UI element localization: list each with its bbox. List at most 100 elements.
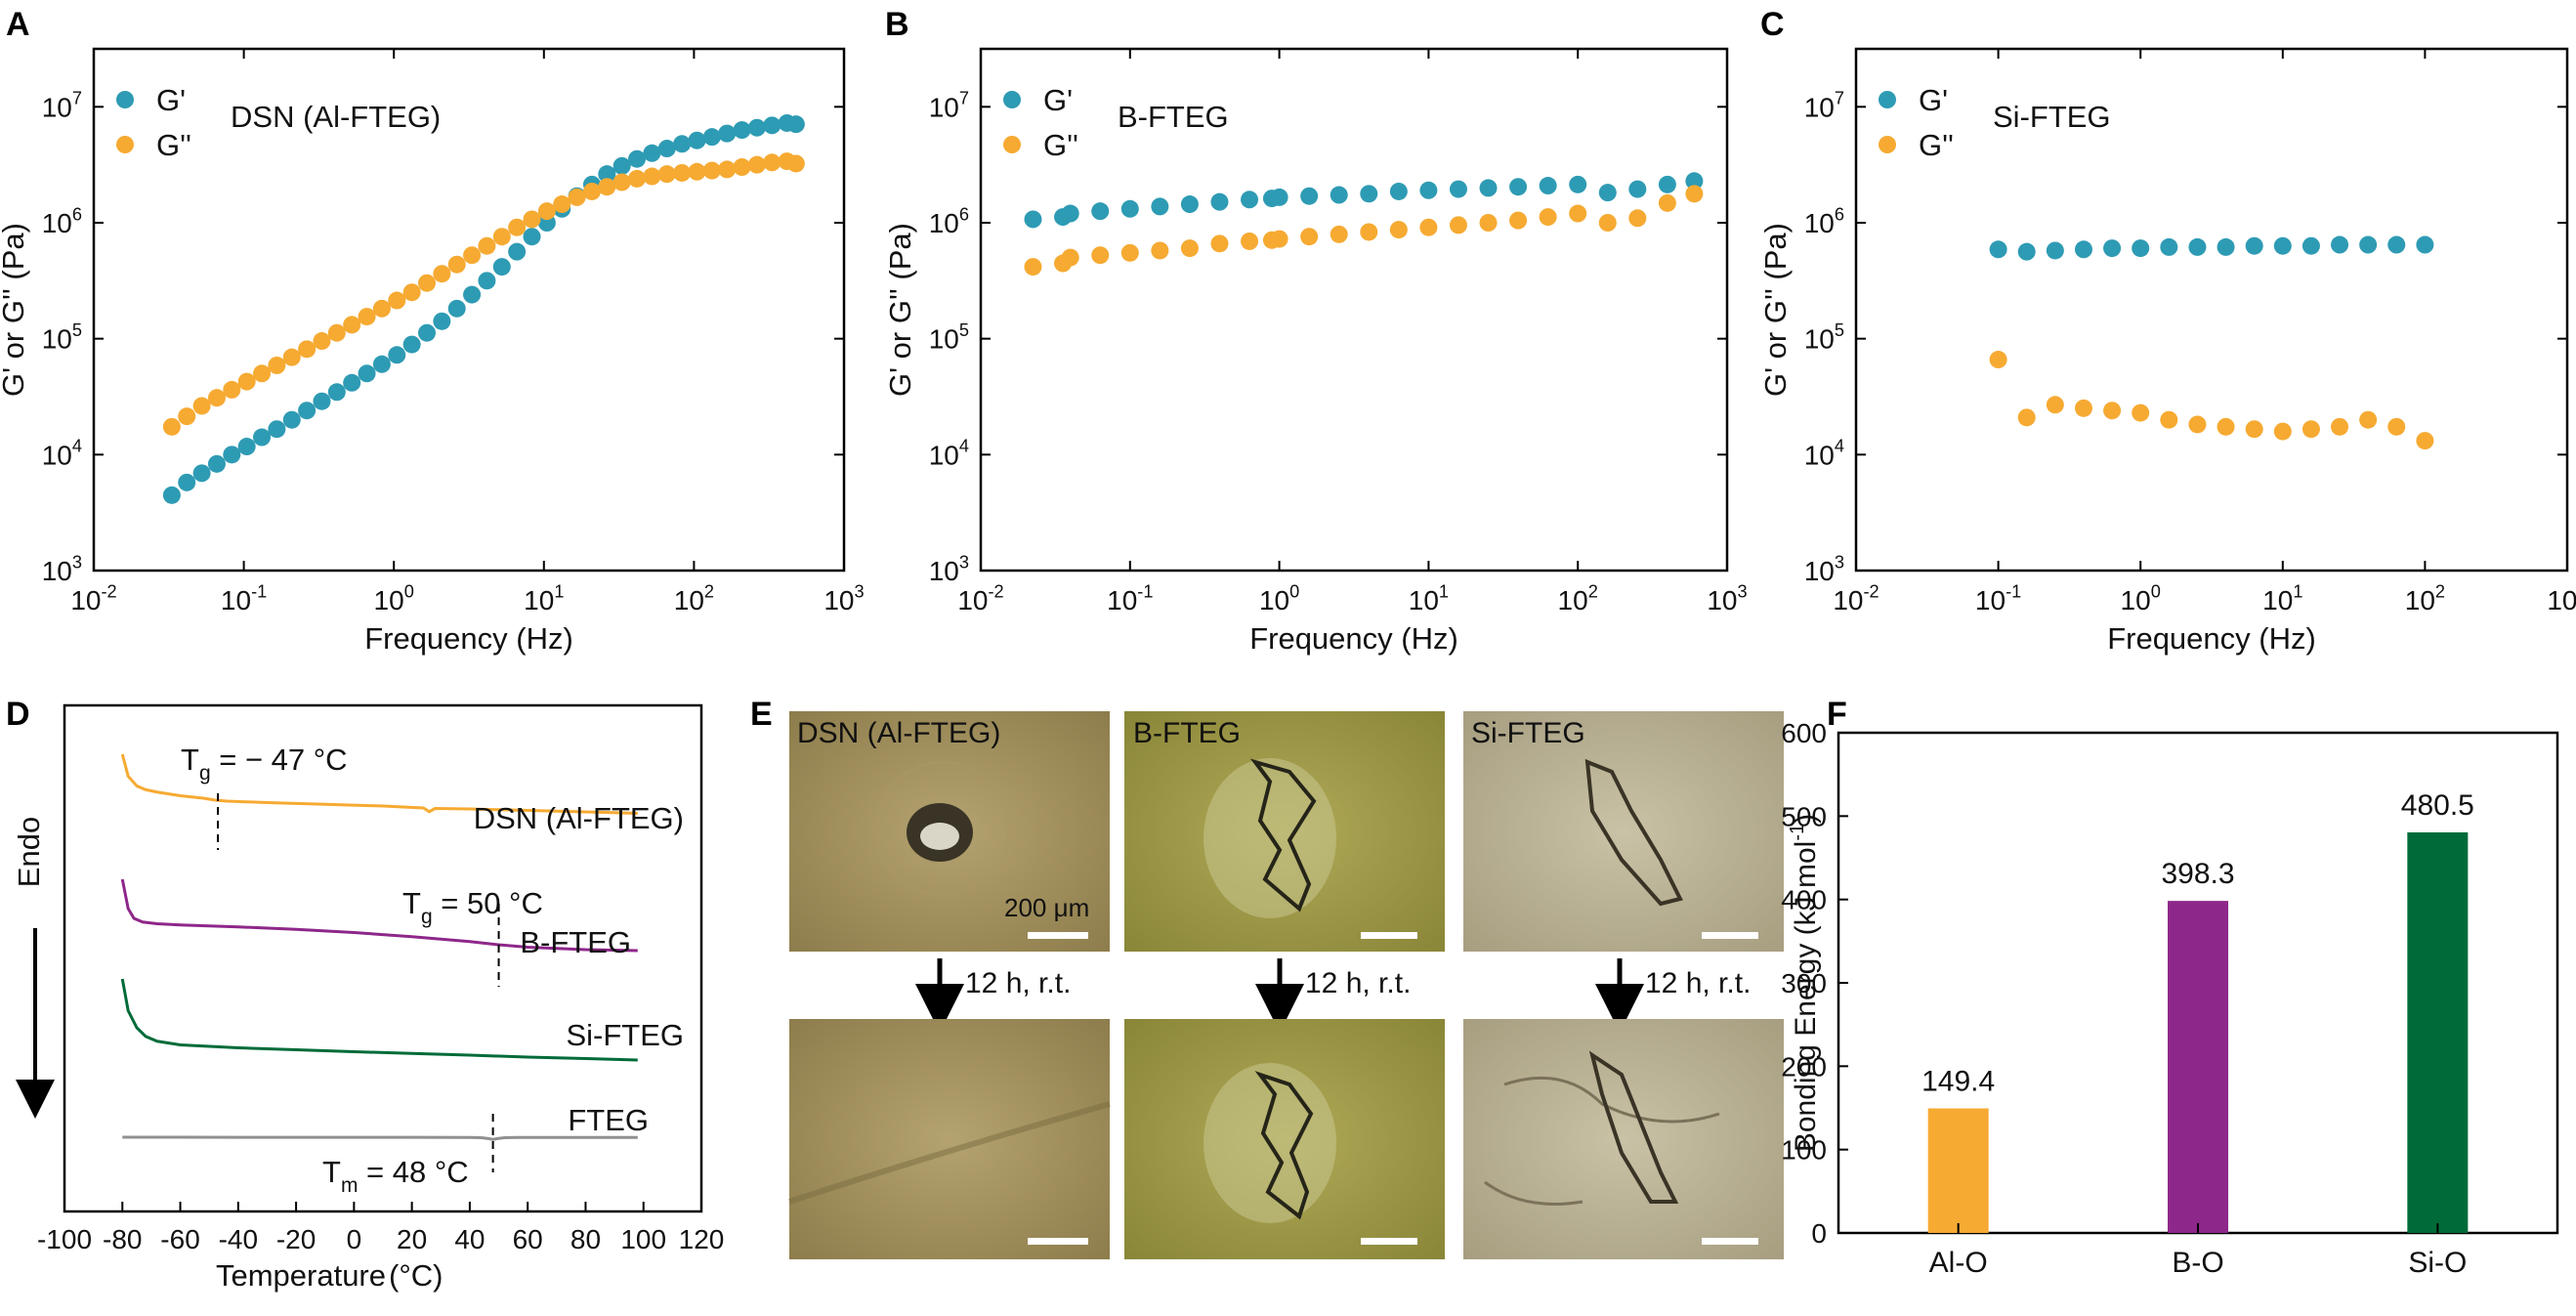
x-tick-label: 80 (570, 1224, 601, 1254)
g-double-prime-point (1360, 223, 1378, 241)
g-prime-point (702, 128, 721, 147)
g-prime-point (1180, 195, 1199, 214)
x-tick-label: 103 (2547, 581, 2576, 616)
panel-letter-e: E (750, 696, 773, 733)
g-prime-point (2103, 239, 2122, 258)
y-tick-label: 103 (929, 552, 969, 586)
x-tick-label: 40 (454, 1224, 485, 1254)
transition-annotation: Tg = 50 °C (402, 886, 543, 928)
g-prime-point (268, 420, 286, 439)
chart-b: 10-2 10-1 100 101 102 103 103 104 105 106 107 Frequ… (883, 47, 1748, 656)
g-prime-point (223, 446, 241, 464)
g-prime-point (598, 165, 616, 184)
chart-title: B-FTEG (1118, 100, 1229, 134)
g-double-prime-point (1479, 214, 1498, 232)
y-tick-label: 103 (1804, 552, 1844, 586)
g-prime-point (253, 428, 272, 446)
g-prime-point (657, 140, 676, 158)
x-tick-label: 100 (2121, 581, 2161, 616)
g-prime-point (1360, 185, 1378, 203)
g-prime-point (628, 149, 647, 168)
g-double-prime-point (733, 158, 751, 177)
g-double-prime-point (1419, 218, 1438, 236)
g-double-prime-point (1120, 243, 1139, 262)
g-double-prime-point (1180, 239, 1199, 258)
g-double-prime-point (192, 397, 211, 415)
transition-annotation: Tg = − 47 °C (181, 743, 348, 785)
g-double-prime-point (643, 167, 661, 186)
scale-bar (1361, 1238, 1417, 1245)
x-axis-label: Frequency (Hz) (1249, 621, 1458, 656)
x-tick-label: 102 (2405, 581, 2445, 616)
g-prime-point (402, 335, 421, 354)
g-double-prime-point (313, 332, 331, 351)
micrograph-si-before (1463, 711, 1784, 952)
g-prime-point (1389, 182, 1408, 200)
y-axis-label: Bonding Energy (kJ mol-1) (1787, 814, 1822, 1152)
x-tick-label: 10-1 (1975, 581, 2021, 616)
y-tick-label: 104 (42, 437, 82, 471)
g-double-prime-point (582, 182, 601, 200)
x-tick-label: 0 (347, 1224, 362, 1254)
g-double-prime-point (612, 173, 631, 191)
x-axis-label: Frequency (Hz) (364, 621, 573, 656)
healing-label: 12 h, r.t. (965, 967, 1071, 999)
g-prime-point (1685, 172, 1704, 191)
g-double-prime-point (702, 161, 721, 180)
x-tick-label: 10-2 (1833, 581, 1879, 616)
g-double-prime-point (372, 299, 391, 318)
x-tick-label: 120 (679, 1224, 725, 1254)
legend-g-prime: G' (156, 83, 186, 117)
chart-title: Si-FTEG (1993, 100, 2111, 134)
g-prime-point (2188, 237, 2207, 256)
y-tick-label: 106 (42, 204, 82, 238)
scale-bar-label: 200 μm (1004, 893, 1089, 922)
chart-c: 10-2 10-1 100 101 102 103 103 104 105 106 107 Frequ… (1758, 47, 2576, 656)
micrograph-title-si: Si-FTEG (1471, 717, 1585, 749)
chart-a: 10-2 10-1 100 101 102 103 103 104 105 106 107 Frequ… (0, 47, 865, 656)
dsc-curve-label: FTEG (568, 1103, 649, 1137)
y-tick-label: 300 (1781, 968, 1827, 998)
g-double-prime-point (268, 356, 286, 374)
g-prime-point (1091, 202, 1110, 221)
g-double-prime-point (1151, 241, 1169, 260)
x-tick-label: 102 (674, 581, 714, 616)
g-prime-point (1989, 240, 2007, 259)
g-prime-point (2302, 236, 2320, 255)
crack-pattern (1584, 758, 1683, 907)
g-prime-point (447, 299, 466, 318)
g-double-prime-point (688, 162, 706, 181)
g-double-prime-point (1449, 216, 1467, 234)
g-double-prime-point (1989, 351, 2007, 369)
dsc-curve (120, 978, 638, 1062)
legend-g-prime-marker (116, 91, 134, 108)
g-double-prime-point (1389, 221, 1408, 239)
x-tick-label: 103 (1707, 581, 1747, 616)
g-prime-point (1024, 210, 1042, 229)
g-prime-point (327, 383, 346, 402)
y-tick-label: 107 (42, 89, 82, 123)
legend-g-double-prime: G'' (1919, 128, 1954, 162)
g-double-prime-point (786, 154, 805, 173)
y-tick-label: 106 (1804, 204, 1844, 238)
g-double-prime-point (463, 246, 482, 265)
g-double-prime-point (1241, 232, 1259, 250)
bar-alo (1927, 1108, 1989, 1233)
x-tick-label: -100 (37, 1224, 92, 1254)
g-double-prime-point (2387, 417, 2406, 436)
x-tick-label: 101 (524, 581, 564, 616)
g-double-prime-point (628, 169, 647, 188)
crack-pattern (1249, 758, 1317, 913)
legend-g-double-prime-marker (116, 136, 134, 153)
g-prime-point (388, 346, 406, 364)
g-prime-point (207, 454, 226, 473)
legend-g-double-prime-marker (1879, 136, 1896, 153)
dsc-curve-label: B-FTEG (520, 925, 631, 959)
y-tick-label: 103 (42, 552, 82, 586)
g-prime-point (523, 228, 541, 246)
g-double-prime-point (1658, 193, 1676, 212)
g-double-prime-point (2273, 422, 2292, 441)
g-double-prime-point (2302, 420, 2320, 439)
g-prime-point (2359, 235, 2378, 254)
g-double-prime-point (433, 265, 451, 283)
